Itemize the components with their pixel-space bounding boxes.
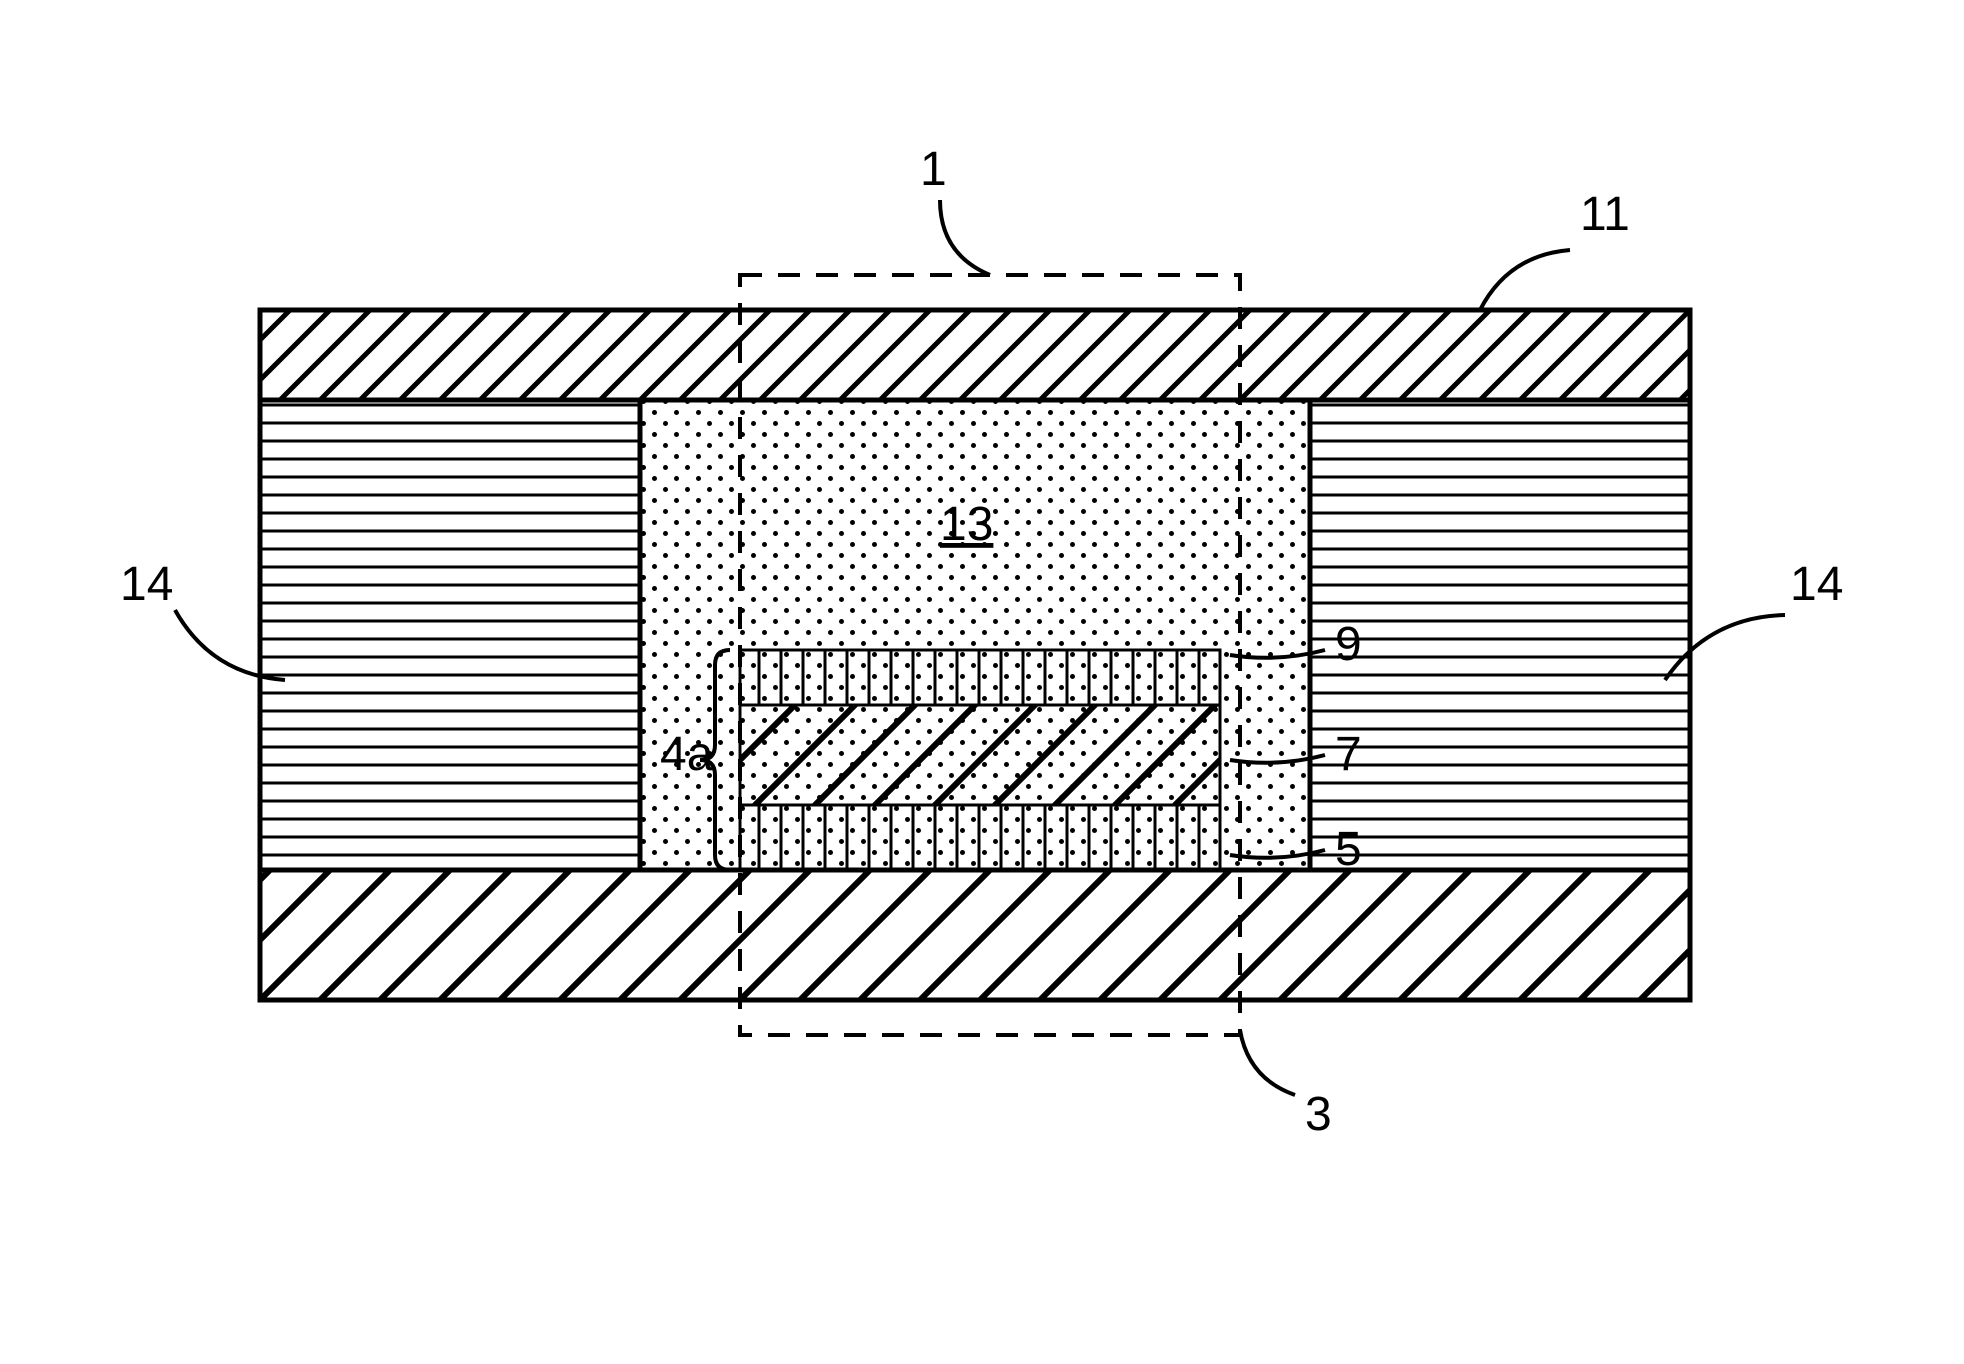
label-l14l: 14: [120, 558, 173, 611]
label-l14r: 14: [1790, 558, 1843, 611]
label-l13: 13: [940, 498, 993, 551]
label-l4a: 4a: [660, 728, 714, 781]
label-l9: 9: [1335, 618, 1362, 671]
label-l1: 1: [920, 143, 947, 196]
label-l11: 11: [1580, 188, 1630, 241]
label-l7: 7: [1335, 728, 1362, 781]
label-l5: 5: [1335, 823, 1362, 876]
label-l3: 3: [1305, 1088, 1332, 1141]
